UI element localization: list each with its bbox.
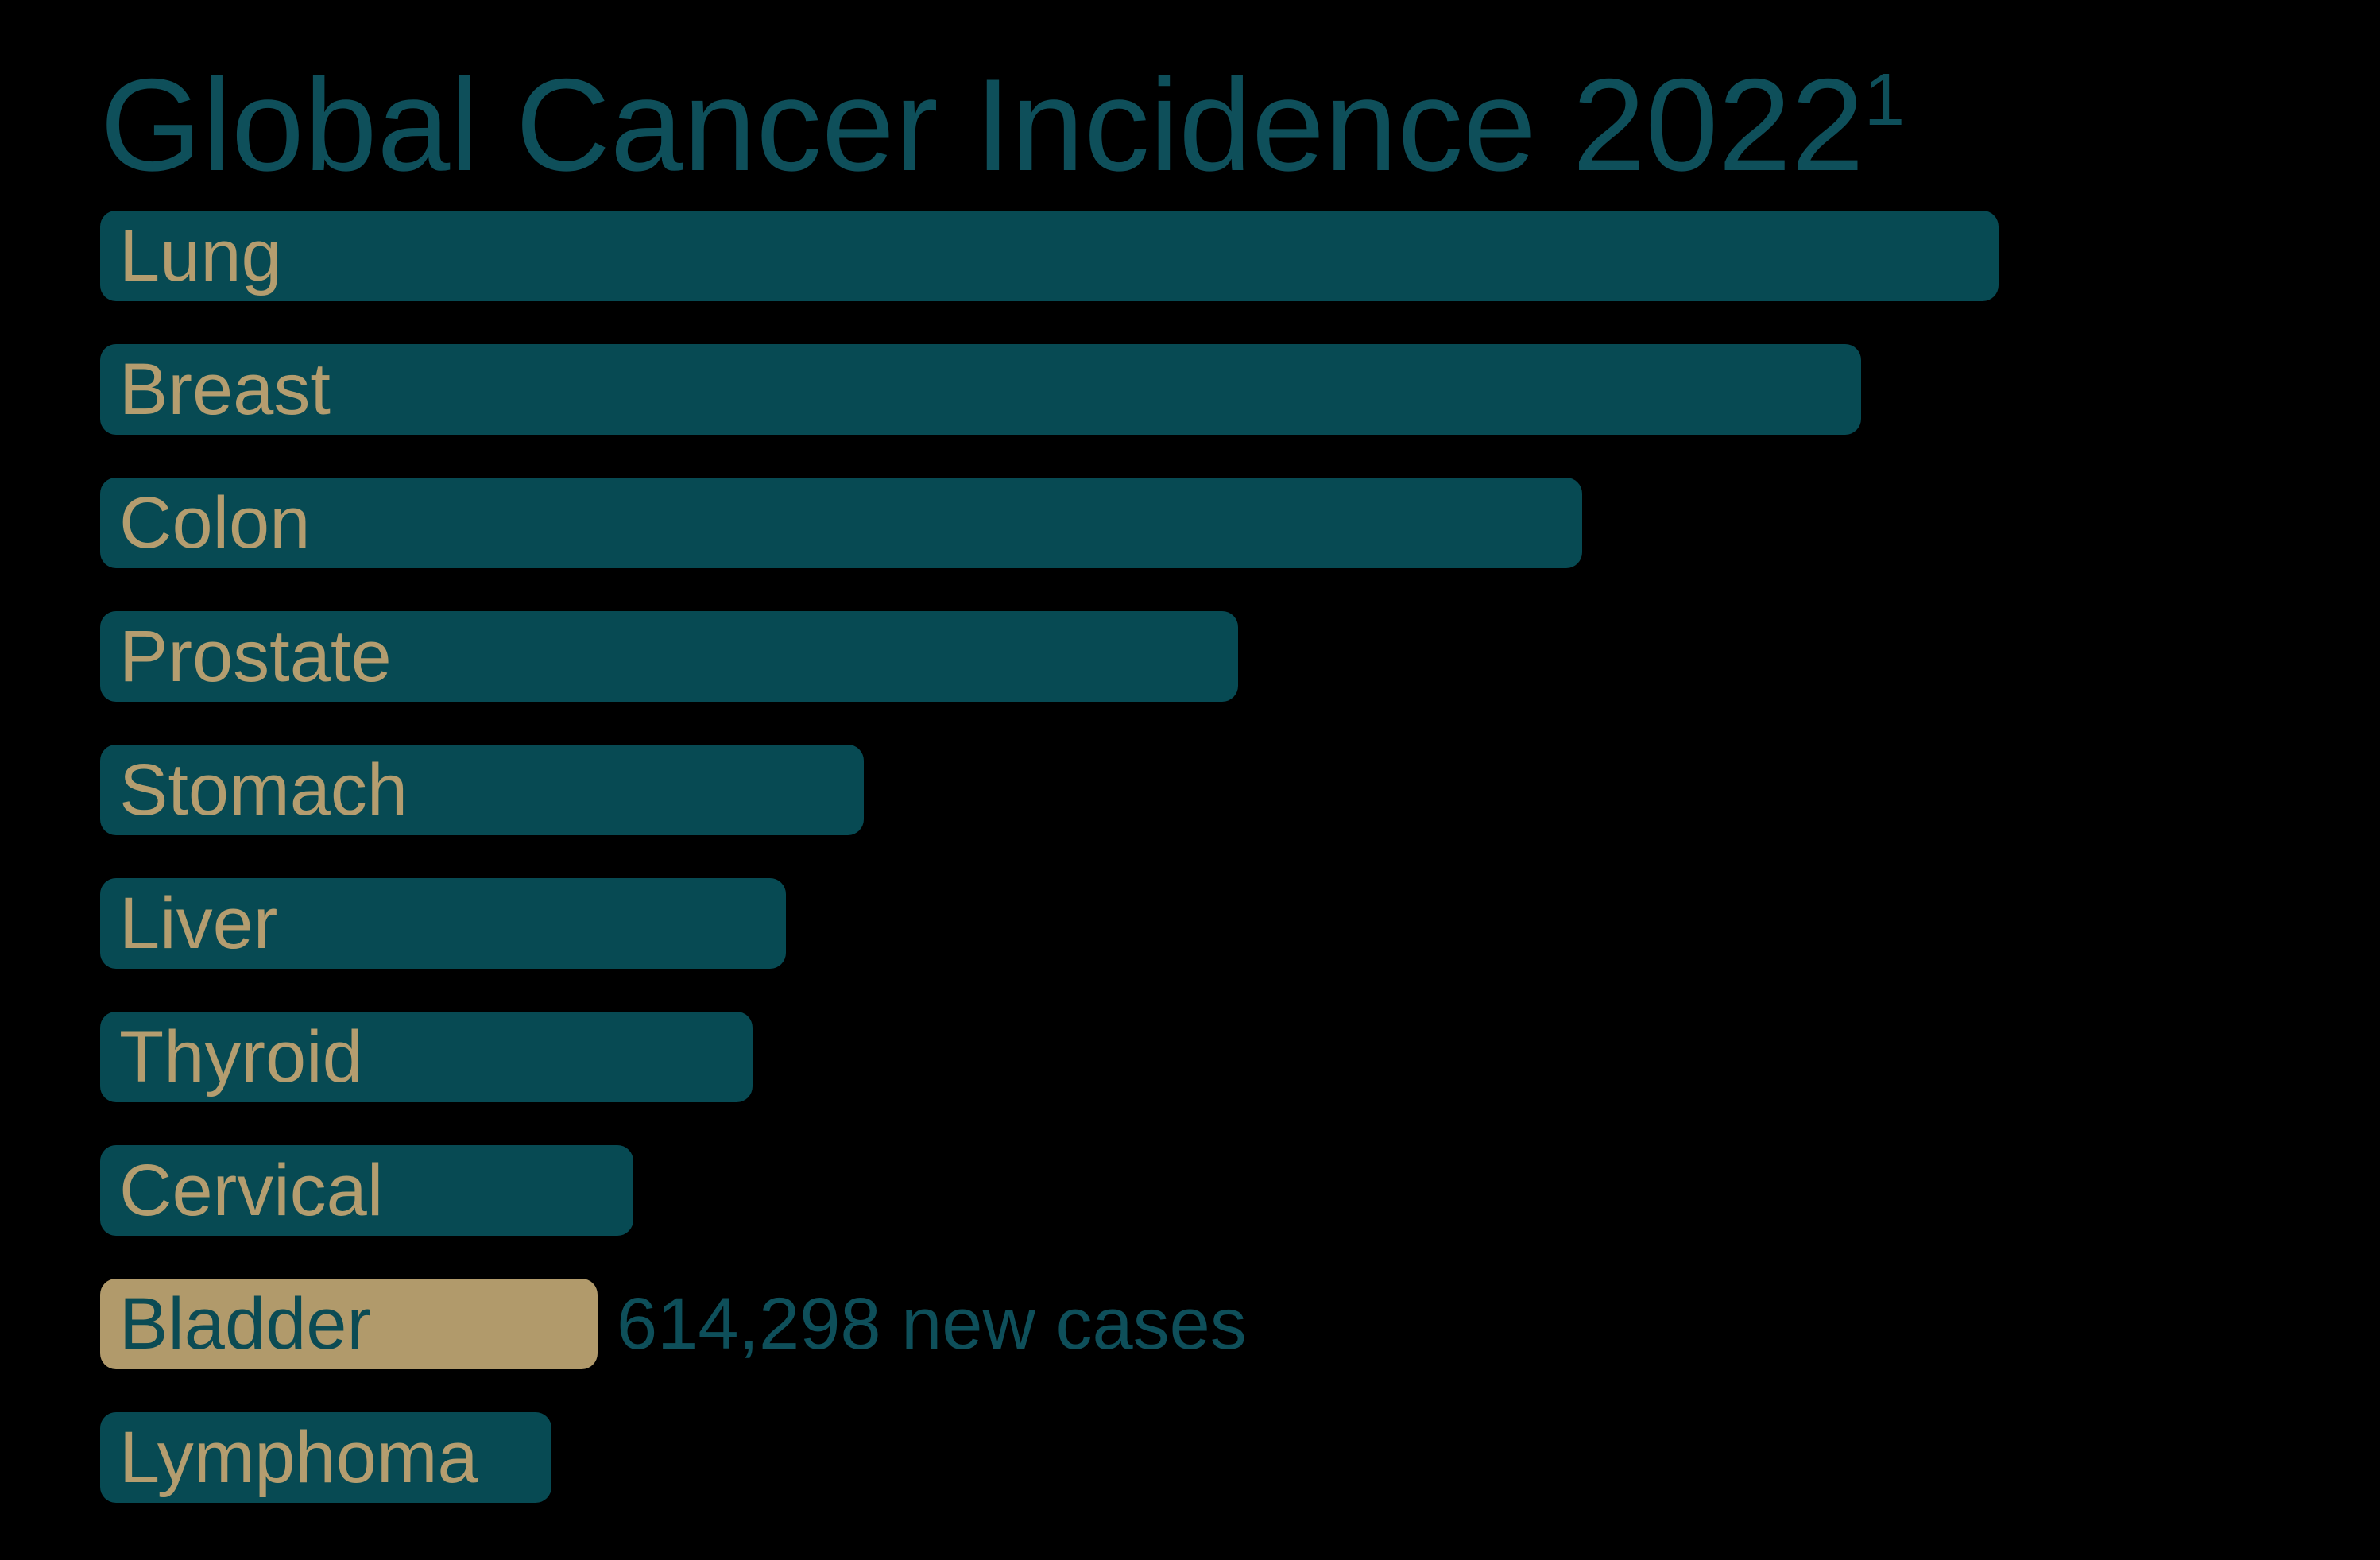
bar-row-cervical: Cervical (100, 1145, 2380, 1237)
annotation-new-cases: 614,298 new cases (617, 1283, 1247, 1365)
bar-row-stomach: Stomach (100, 745, 2380, 836)
bar-row-thyroid: Thyroid (100, 1012, 2380, 1103)
bar-label-lung: Lung (119, 215, 282, 296)
bar-label-colon: Colon (119, 482, 311, 563)
bar-stomach: Stomach (100, 745, 864, 836)
bar-cervical: Cervical (100, 1145, 633, 1237)
bar-label-breast: Breast (119, 348, 331, 430)
bar-thyroid: Thyroid (100, 1012, 753, 1103)
bar-lung: Lung (100, 211, 1999, 302)
bar-label-stomach: Stomach (119, 749, 408, 830)
bar-breast: Breast (100, 344, 1861, 435)
bar-row-prostate: Prostate (100, 611, 2380, 703)
bar-colon: Colon (100, 478, 1582, 569)
bar-row-breast: Breast (100, 344, 2380, 435)
bar-lymphoma: Lymphoma (100, 1412, 551, 1504)
bar-row-liver: Liver (100, 878, 2380, 970)
bar-label-cervical: Cervical (119, 1149, 384, 1231)
page-title: Global Cancer Incidence 20221 (100, 49, 2380, 201)
bar-row-lymphoma: Lymphoma (100, 1412, 2380, 1504)
bar-label-lymphoma: Lymphoma (119, 1416, 478, 1498)
bar-chart: Lung Breast Colon Prostate Stomach (100, 211, 2380, 1504)
bar-row-colon: Colon (100, 478, 2380, 569)
bar-row-bladder: Bladder 614,298 new cases (100, 1279, 2380, 1370)
bar-prostate: Prostate (100, 611, 1238, 703)
page-title-text: Global Cancer Incidence 2022 (100, 52, 1864, 198)
title-footnote-superscript: 1 (1863, 57, 1906, 141)
bar-label-bladder: Bladder (119, 1283, 372, 1365)
bar-label-liver: Liver (119, 882, 278, 964)
bar-bladder: Bladder (100, 1279, 598, 1370)
bar-row-lung: Lung (100, 211, 2380, 302)
bar-label-prostate: Prostate (119, 615, 392, 697)
bar-liver: Liver (100, 878, 786, 970)
bar-label-thyroid: Thyroid (119, 1016, 363, 1097)
